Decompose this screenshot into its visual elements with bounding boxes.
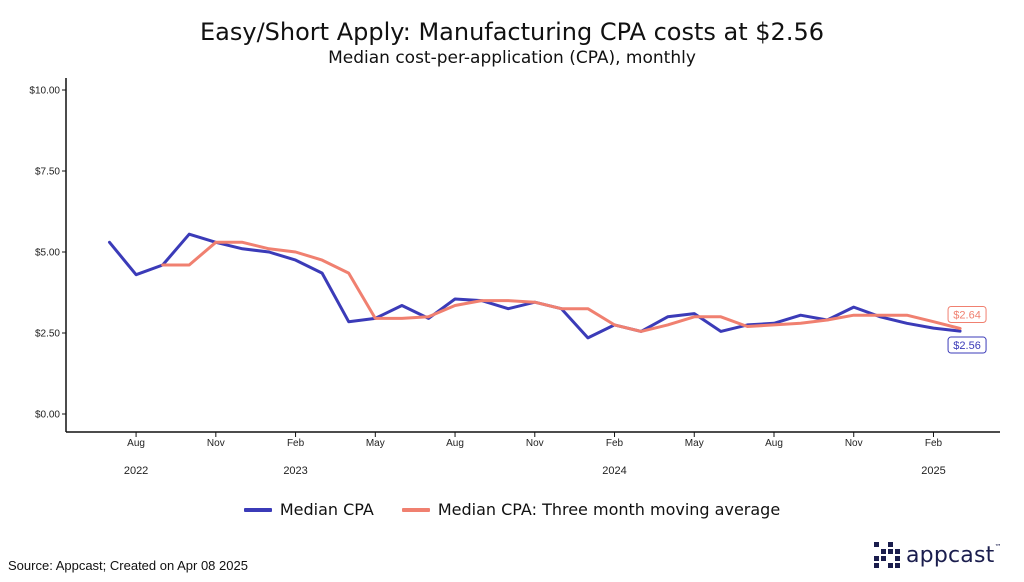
x-year-label: 2023 [283,465,307,477]
chart-title: Easy/Short Apply: Manufacturing CPA cost… [200,18,824,46]
legend-item-moving-average: Median CPA: Three month moving average [401,500,781,519]
x-tick-label: Nov [526,438,544,449]
x-tick-label: Aug [765,438,783,449]
y-tick-label: $0.00 [35,410,60,421]
legend-item-median-cpa: Median CPA [243,500,374,519]
x-year-label: 2022 [124,465,148,477]
appcast-logo-text: appcast™ [906,542,1002,568]
x-tick-label: Feb [287,438,305,449]
chart-subtitle: Median cost-per-application (CPA), month… [328,48,696,68]
x-tick-label: Feb [925,438,943,449]
appcast-logo-mark-icon [874,542,900,568]
x-year-label: 2025 [921,465,945,477]
end-label-moving-average: $2.64 [953,309,981,321]
y-tick-label: $2.50 [35,329,60,340]
legend-swatch-moving-average [401,507,430,512]
chart-legend: Median CPA Median CPA: Three month movin… [0,500,1024,519]
legend-label-median-cpa: Median CPA [279,500,374,519]
series-line-moving-average [161,240,962,333]
line-chart: $0.00 $2.50 $5.00 $7.50 $10.00 Aug Nov Feb May Au… [29,78,1000,477]
y-tick-label: $5.00 [35,248,60,259]
x-tick-label: Feb [606,438,624,449]
x-tick-label: Aug [127,438,145,449]
y-tick-label: $10.00 [29,86,60,97]
x-tick-label: May [685,438,704,449]
legend-label-moving-average: Median CPA: Three month moving average [437,500,781,519]
end-label-median-cpa: $2.56 [953,340,981,352]
series-line-median-cpa [108,232,962,340]
x-tick-label: Nov [207,438,225,449]
end-label-moving-average-box [947,305,987,323]
x-year-label: 2024 [602,465,626,477]
end-label-median-cpa-box [947,336,987,354]
source-note: Source: Appcast; Created on Apr 08 2025 [8,558,248,573]
y-tick-label: $7.50 [35,167,60,178]
x-tick-label: May [366,438,385,449]
appcast-logo: appcast™ [874,542,1002,568]
legend-swatch-median-cpa [243,507,272,512]
x-tick-label: Aug [446,438,464,449]
x-tick-label: Nov [845,438,863,449]
